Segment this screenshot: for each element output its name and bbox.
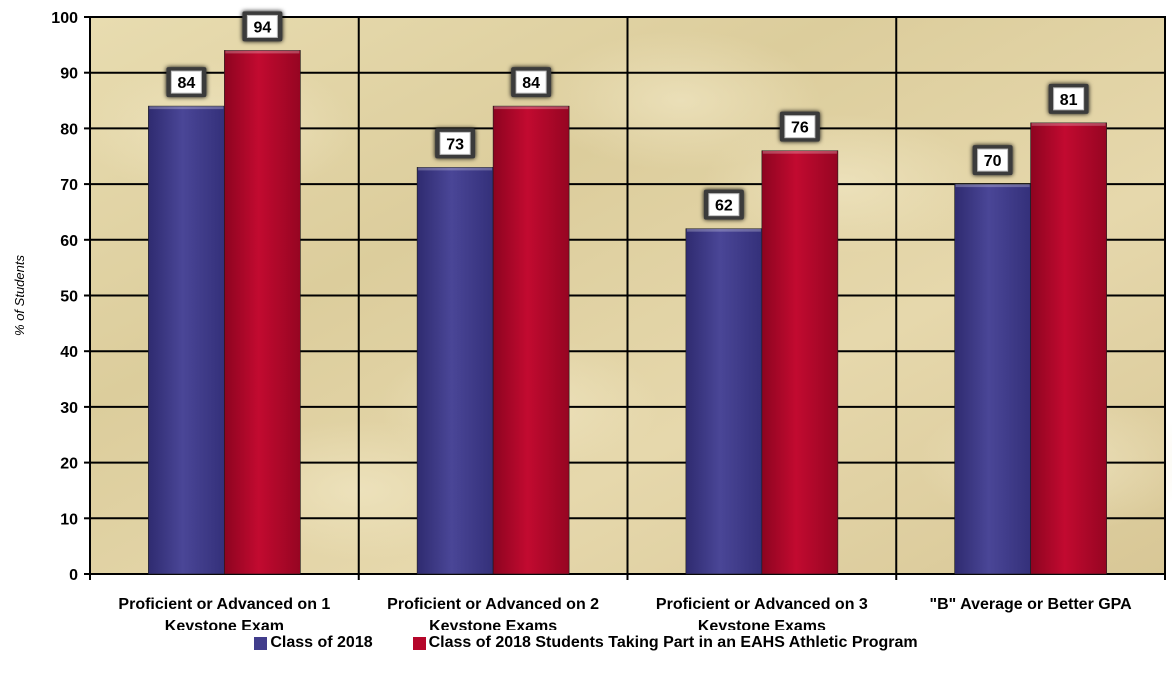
legend-label: Class of 2018 xyxy=(270,634,373,651)
bar-series-0 xyxy=(416,167,494,575)
legend-swatch xyxy=(412,636,426,650)
bar-series-0 xyxy=(148,105,225,575)
bar-highlight xyxy=(418,167,493,171)
bar-highlight xyxy=(955,184,1030,188)
bar-series-0 xyxy=(954,183,1031,575)
data-label: 84 xyxy=(177,75,195,92)
bar-highlight xyxy=(149,106,224,110)
x-tick-label: Keystone Exams xyxy=(429,618,557,630)
x-tick-label: "B" Average or Better GPA xyxy=(930,596,1133,613)
y-tick-label: 70 xyxy=(60,177,78,194)
data-label-box xyxy=(784,115,816,139)
data-label-box xyxy=(708,193,740,217)
legend-label: Class of 2018 Students Taking Part in an… xyxy=(428,634,918,651)
y-tick-label: 100 xyxy=(51,10,78,27)
legend-item-athletic-program: Class of 2018 Students Taking Part in an… xyxy=(412,634,918,652)
data-label: 73 xyxy=(446,136,464,153)
y-axis-label: % of Students xyxy=(12,255,27,336)
bar-highlight xyxy=(494,106,569,110)
legend: Class of 2018 Class of 2018 Students Tak… xyxy=(0,634,1172,652)
x-tick-label: Keystone Exams xyxy=(698,618,826,630)
data-label-box xyxy=(977,148,1009,172)
bar-series-1 xyxy=(224,50,301,575)
data-label: 84 xyxy=(522,75,540,92)
data-label-box xyxy=(246,14,278,38)
data-label: 62 xyxy=(715,198,733,215)
y-tick-label: 0 xyxy=(69,567,78,584)
bar-highlight xyxy=(1031,122,1106,126)
y-tick-label: 40 xyxy=(60,344,78,361)
legend-item-class-of-2018: Class of 2018 xyxy=(254,634,373,652)
y-tick-label: 90 xyxy=(60,66,78,83)
bar-highlight xyxy=(225,50,300,54)
data-label-box xyxy=(170,70,202,94)
data-label-box xyxy=(439,131,471,155)
bar-highlight xyxy=(762,150,837,154)
data-label-box xyxy=(1053,87,1085,111)
y-tick-label: 50 xyxy=(60,289,78,306)
bar-highlight xyxy=(686,228,761,232)
data-label: 76 xyxy=(791,120,809,137)
x-tick-label: Proficient or Advanced on 1 xyxy=(118,596,330,613)
data-label: 81 xyxy=(1060,92,1078,109)
x-tick-label: Keystone Exam xyxy=(165,618,284,630)
legend-swatch xyxy=(254,636,268,650)
y-tick-label: 10 xyxy=(60,511,78,528)
y-tick-label: 60 xyxy=(60,233,78,250)
x-tick-label: Proficient or Advanced on 3 xyxy=(656,596,868,613)
data-label: 70 xyxy=(984,153,1002,170)
data-labels: 84 94 73 84 62 76 70 81 xyxy=(166,11,1089,220)
bar-series-1 xyxy=(492,105,570,575)
x-tick-label: Proficient or Advanced on 2 xyxy=(387,596,599,613)
bar-series-1 xyxy=(761,150,839,575)
background-texture xyxy=(541,30,822,171)
axes: 0 10 20 30 40 50 60 70 80 90 100 % of Students Profi… xyxy=(12,10,1166,630)
bar-series-1 xyxy=(1030,122,1107,575)
y-tick-label: 30 xyxy=(60,400,78,417)
bars xyxy=(148,50,1107,575)
y-tick-label: 80 xyxy=(60,121,78,138)
bar-chart: 84 94 73 84 62 76 70 81 0 10 20 30 40 50 60 70 80 90 100%… xyxy=(12,10,1172,630)
data-label: 94 xyxy=(253,19,271,36)
bar-series-0 xyxy=(685,228,763,575)
y-tick-label: 20 xyxy=(60,456,78,473)
data-label-box xyxy=(515,70,547,94)
